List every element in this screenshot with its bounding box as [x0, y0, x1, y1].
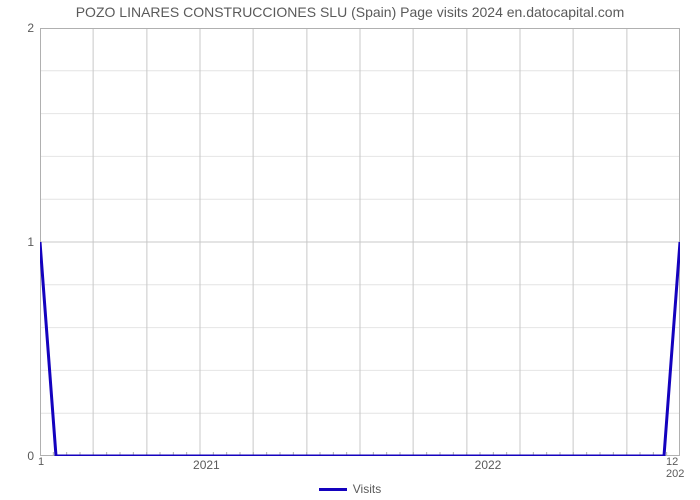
plot-svg — [40, 28, 680, 456]
x-end-left: 1 — [38, 456, 44, 468]
y-tick-label: 0 — [4, 449, 34, 463]
chart-title: POZO LINARES CONSTRUCCIONES SLU (Spain) … — [0, 4, 700, 20]
y-tick-label: 1 — [4, 235, 34, 249]
x-tick-label: 2022 — [475, 458, 502, 472]
legend-label: Visits — [353, 482, 381, 496]
legend: Visits — [0, 482, 700, 496]
legend-swatch — [319, 488, 347, 491]
x-end-right: 12202 — [666, 456, 684, 480]
y-tick-label: 2 — [4, 21, 34, 35]
x-tick-label: 2021 — [193, 458, 220, 472]
plot-area — [40, 28, 680, 456]
chart-container: POZO LINARES CONSTRUCCIONES SLU (Spain) … — [0, 0, 700, 500]
